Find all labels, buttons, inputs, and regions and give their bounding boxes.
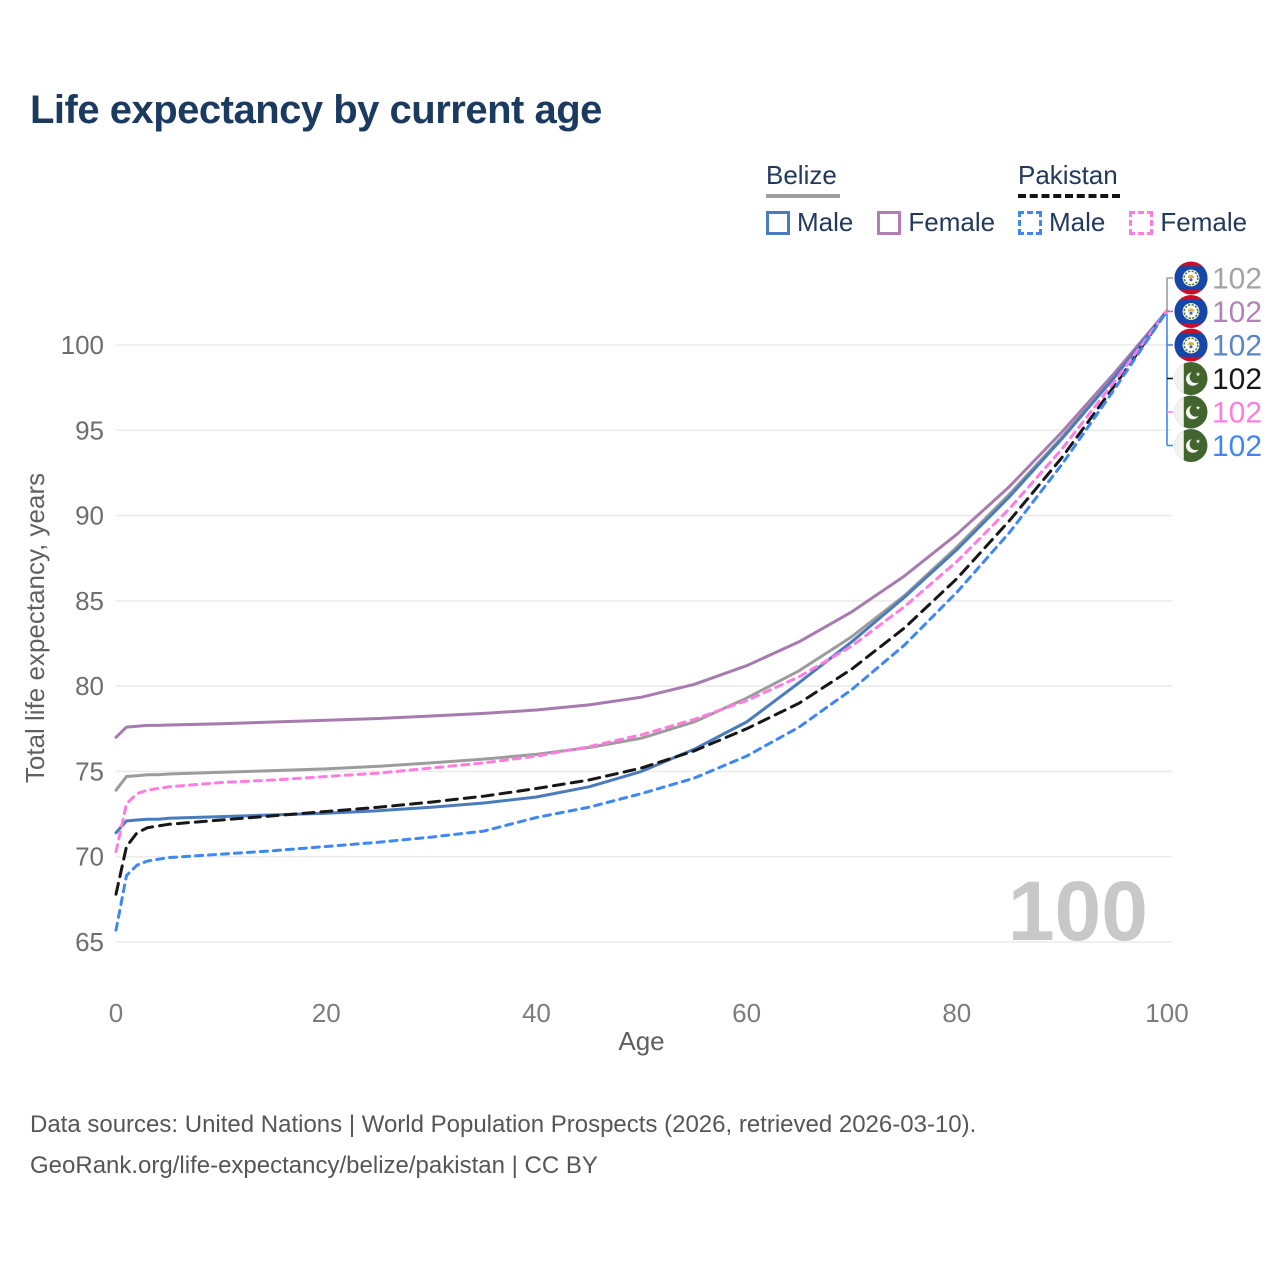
legend-item-label: Male [797, 207, 854, 237]
pakistan-flag-icon [1174, 362, 1208, 395]
legend-country-label-belize: Belize [766, 160, 837, 190]
legend-linestyle-pakistan [1018, 194, 1120, 198]
series-lines [114, 309, 1169, 932]
legend-swatch-belize-female [877, 210, 902, 235]
end-value-label: 102 [1212, 330, 1262, 363]
end-value-label: 102 [1212, 363, 1262, 396]
callout-leader-line [1166, 277, 1173, 311]
legend-item-label: Female [908, 207, 996, 237]
legend-item-pakistan-female[interactable]: Female [1129, 207, 1247, 238]
series-line-belize-female[interactable] [114, 309, 1169, 739]
gridlines: 65 70 75 80 85 90 95 100 [61, 330, 1172, 957]
x-tick-label: 40 [522, 998, 551, 1028]
age-watermark: 100 [1008, 864, 1148, 958]
legend: Belize Male Female Pakistan Male Female [0, 160, 1280, 250]
y-axis-title: Total life expectancy, years [20, 473, 50, 783]
y-tick-label: 100 [61, 330, 104, 360]
page-title: Life expectancy by current age [30, 88, 602, 132]
belize-flag-icon [1174, 295, 1208, 328]
series-line-pakistan-both-sexes[interactable] [114, 309, 1169, 896]
footer: Data sources: United Nations | World Pop… [30, 1104, 976, 1186]
end-value-label: 102 [1212, 296, 1262, 329]
legend-group-belize: Belize Male Female [766, 160, 995, 238]
legend-item-pakistan-male[interactable]: Male [1018, 207, 1105, 238]
life-expectancy-line-chart[interactable]: 65 70 75 80 85 90 95 100 0 20 40 60 80 100 Age Total li… [0, 0, 1280, 1080]
legend-item-belize-male[interactable]: Male [766, 207, 853, 238]
end-value-label: 102 [1212, 397, 1262, 430]
legend-swatch-pakistan-male [1018, 210, 1042, 235]
legend-swatch-pakistan-female [1129, 210, 1154, 235]
footer-data-sources: Data sources: United Nations | World Pop… [30, 1111, 977, 1138]
x-axis-title: Age [618, 1026, 664, 1056]
legend-item-label: Male [1049, 207, 1106, 237]
y-tick-label: 85 [75, 586, 104, 616]
pakistan-flag-icon [1174, 395, 1208, 429]
end-value-label: 102 [1212, 263, 1262, 296]
y-tick-label: 95 [75, 415, 104, 445]
x-tick-label: 100 [1145, 998, 1188, 1028]
x-axis: 0 20 40 60 80 100 Age [109, 998, 1189, 1056]
legend-swatch-belize-male [766, 210, 790, 235]
x-tick-label: 80 [942, 998, 971, 1028]
end-value-label: 102 [1212, 430, 1262, 463]
legend-item-belize-female[interactable]: Female [877, 207, 995, 238]
y-tick-label: 90 [75, 501, 104, 531]
series-line-belize-both-sexes[interactable] [114, 309, 1169, 792]
x-tick-label: 60 [732, 998, 761, 1028]
legend-country-label-pakistan: Pakistan [1018, 160, 1118, 190]
y-tick-label: 75 [75, 756, 104, 786]
y-tick-label: 80 [75, 671, 104, 701]
x-tick-label: 0 [109, 998, 123, 1028]
belize-flag-icon [1174, 328, 1208, 362]
legend-group-pakistan: Pakistan Male Female [1018, 160, 1247, 238]
legend-linestyle-belize [766, 194, 840, 198]
series-line-pakistan-male[interactable] [114, 309, 1169, 932]
pakistan-flag-icon [1174, 429, 1208, 462]
legend-item-label: Female [1160, 207, 1248, 237]
series-line-pakistan-female[interactable] [114, 309, 1169, 854]
footer-attribution: GeoRank.org/life-expectancy/belize/pakis… [30, 1152, 598, 1179]
series-line-belize-male[interactable] [114, 309, 1169, 835]
x-tick-label: 20 [312, 998, 341, 1028]
belize-flag-icon [1174, 261, 1208, 295]
y-tick-label: 70 [75, 842, 104, 872]
y-tick-label: 65 [75, 927, 104, 957]
